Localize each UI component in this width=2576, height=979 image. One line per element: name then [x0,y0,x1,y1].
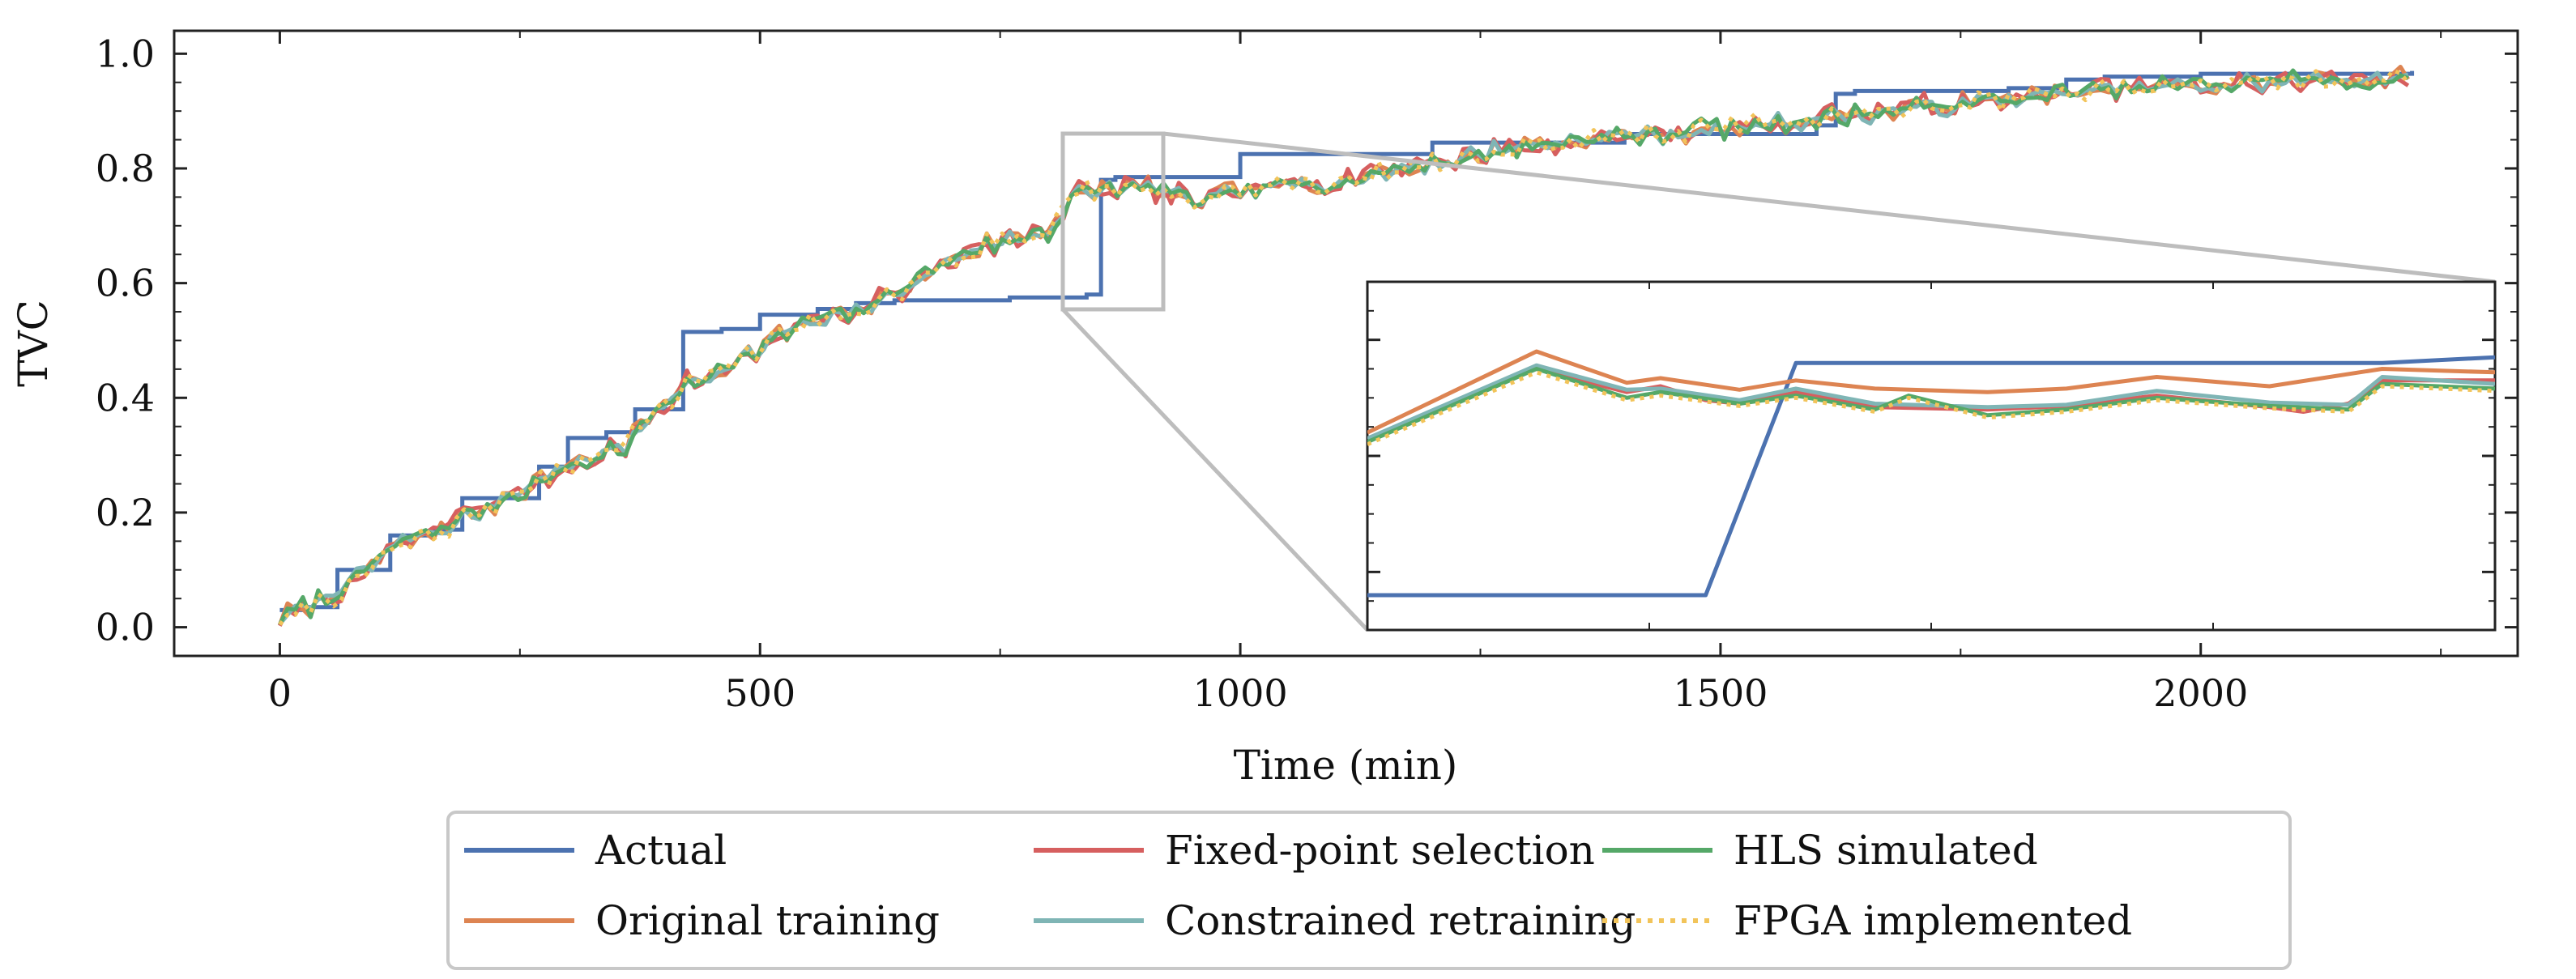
y-tick-label: 0.4 [96,376,155,419]
legend-label-actual: Actual [595,827,727,874]
legend-label-original-training: Original training [595,897,940,944]
main-series-group [278,65,2415,627]
legend-label-constrained-retraining: Constrained retraining [1165,897,1636,944]
y-tick-label: 0.2 [96,491,155,534]
y-tick-label: 0.8 [96,147,155,190]
inset-series-fpga-implemented [1367,370,2495,447]
y-tick-label: 0.0 [96,606,155,649]
inset-series-actual [1367,355,2495,598]
y-tick-label: 0.6 [96,262,155,305]
x-tick-label: 1000 [1193,671,1288,715]
inset-axis-ticks [1367,281,2496,631]
inset-series-constrained-retraining [1367,363,2495,441]
legend-label-fpga-implemented: FPGA implemented [1734,897,2132,944]
inset-series-group [1367,349,2495,598]
x-axis-label: Time (min) [1234,742,1458,789]
inset-plot-background [1366,280,2497,632]
legend: Actual Original training Fixed-point selec… [464,827,2132,944]
y-tick-label: 1.0 [96,32,155,75]
x-tick-label: 2000 [2153,671,2248,715]
x-tick-label: 0 [268,671,292,715]
series-fpga-implemented [278,68,2410,626]
series-hls-simulated [278,68,2409,626]
x-tick-label: 1500 [1673,671,1768,715]
zoom-region-box [1060,131,1166,312]
legend-label-hls-simulated: HLS simulated [1734,827,2038,874]
zoom-connector-bottom [1061,308,1369,632]
main-plot-frame [173,29,2519,658]
x-tick-label: 500 [724,671,795,715]
legend-label-fixed-point-selection: Fixed-point selection [1165,827,1595,874]
inset-series-hls-simulated [1367,367,2495,445]
zoom-connector-top [1162,131,2496,284]
y-axis-label: TVC [10,300,57,387]
inset-series-original-training [1367,349,2495,435]
main-axis-ticks: 0 500 1000 1500 2000 0.0 0.2 0.4 0.6 0.8 1.0 [96,31,2518,715]
legend-box [446,811,2292,970]
